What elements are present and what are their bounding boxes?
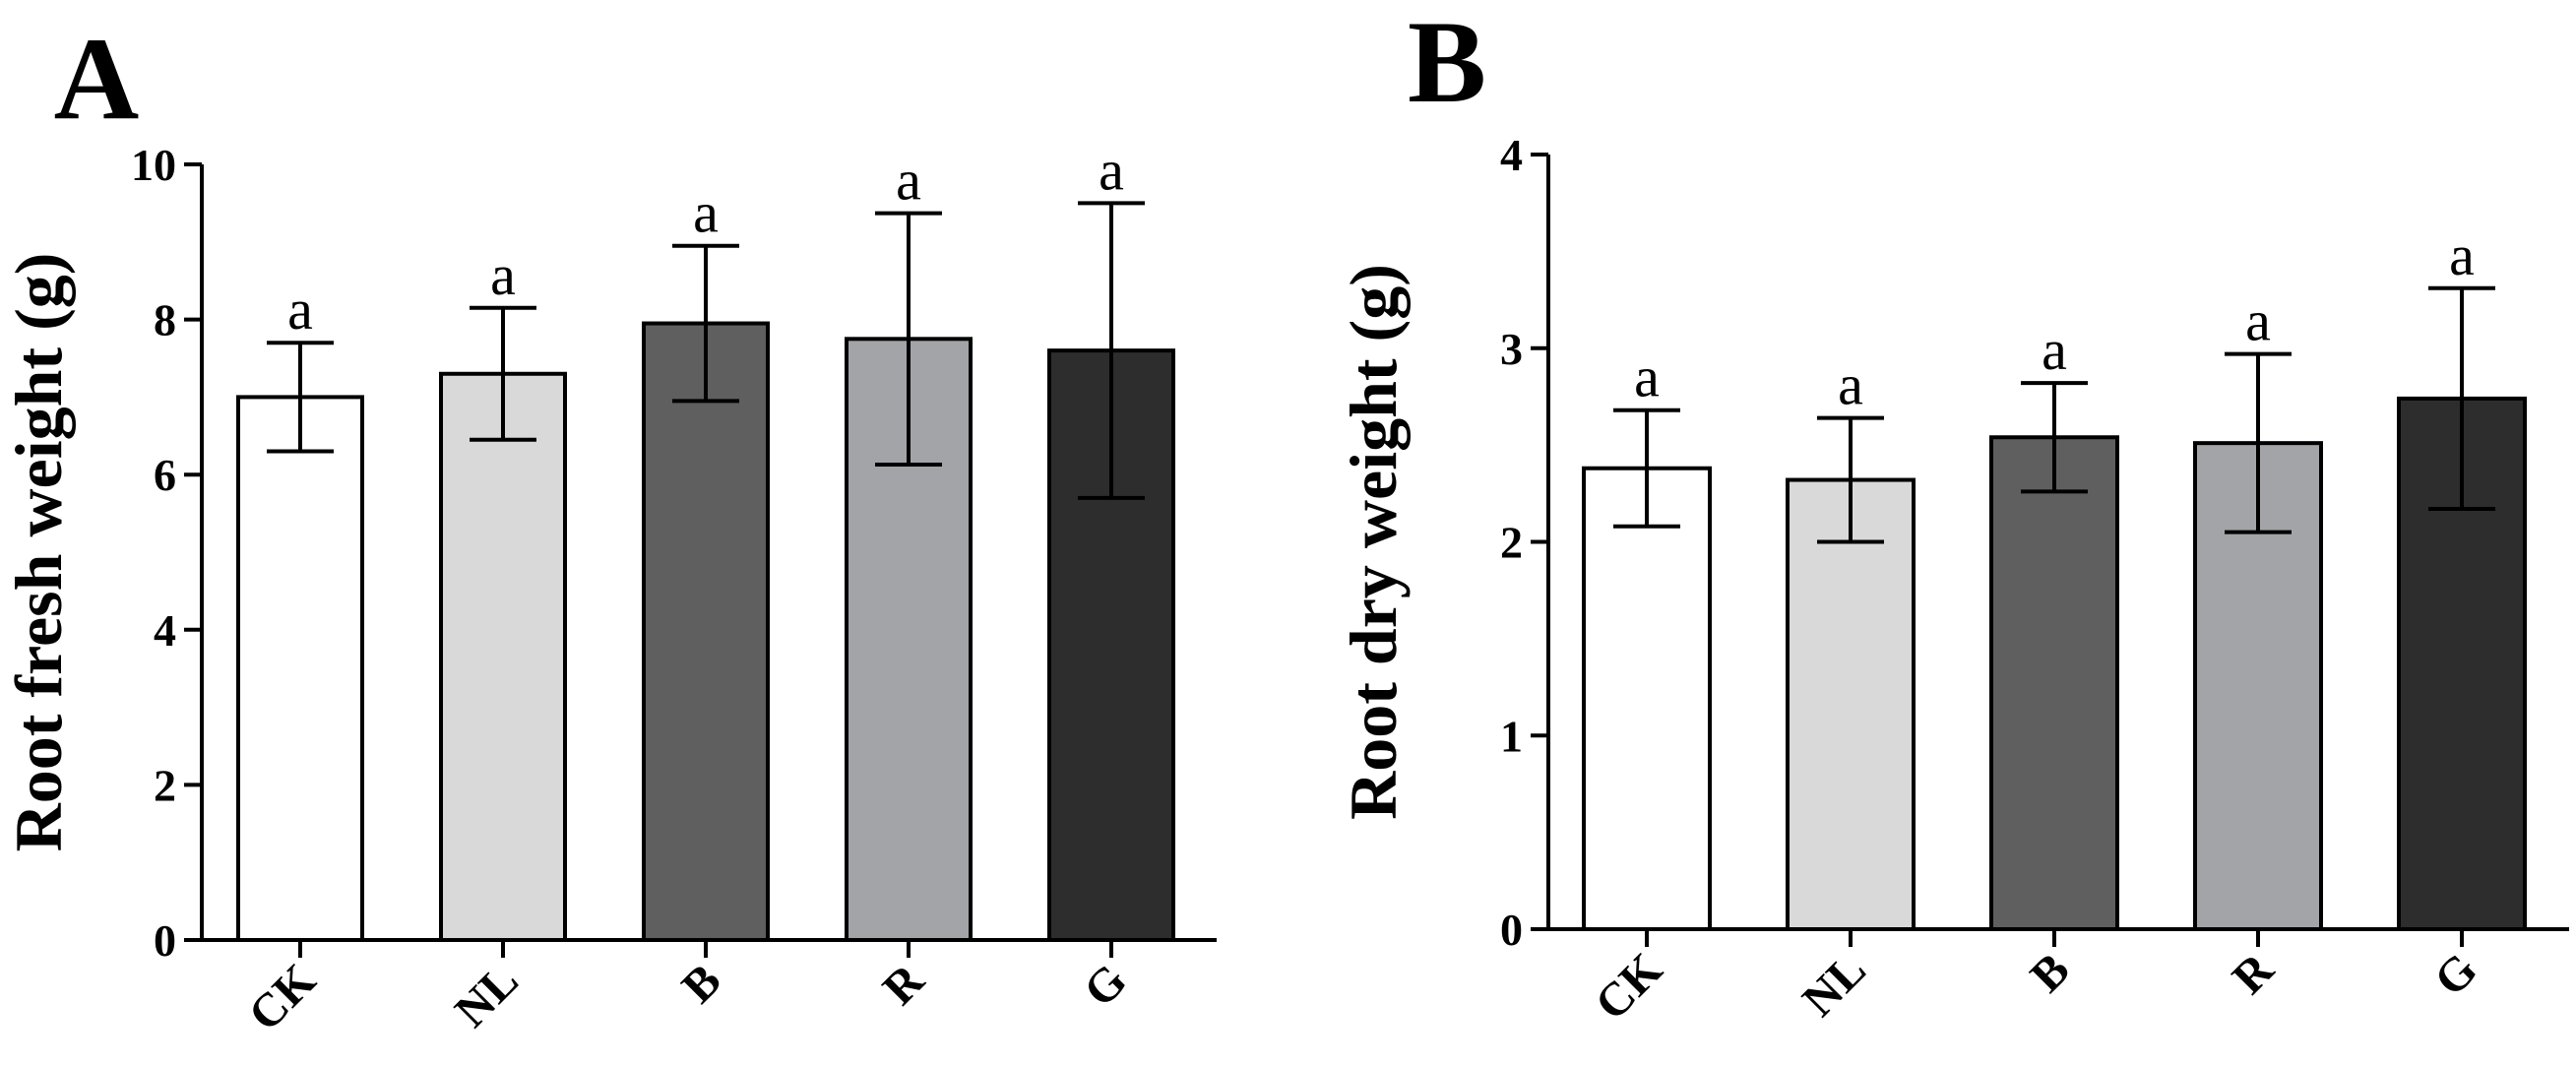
bar: [236, 395, 364, 942]
y-tick-label: 2: [1500, 518, 1523, 568]
x-tick-label: G: [1074, 954, 1137, 1017]
y-axis-label: Root dry weight (g): [1336, 264, 1411, 820]
x-tick-label: CK: [1585, 943, 1671, 1030]
significance-label: a: [2042, 318, 2067, 382]
bar: [439, 371, 567, 942]
y-tick-label: 1: [1500, 711, 1523, 761]
y-axis-label: Root fresh weight (g): [1, 253, 76, 852]
significance-label: a: [2449, 223, 2475, 287]
x-tick-label: G: [2424, 943, 2487, 1006]
y-tick-label: 2: [154, 760, 176, 810]
significance-label: a: [693, 181, 719, 245]
panel-label: A: [54, 13, 140, 144]
significance-label: a: [1838, 353, 1863, 417]
x-tick-label: CK: [238, 954, 325, 1040]
x-tick-label: NL: [445, 954, 529, 1037]
significance-label: a: [896, 149, 921, 213]
significance-label: a: [1634, 345, 1660, 409]
bar: [642, 321, 770, 943]
y-tick-label: 4: [154, 605, 176, 656]
x-tick-label: NL: [1792, 943, 1876, 1027]
significance-label: a: [2245, 289, 2271, 353]
bar: [1786, 477, 1916, 931]
x-tick-label: B: [2021, 943, 2080, 1002]
x-tick-label: R: [873, 953, 935, 1015]
y-tick-label: 10: [131, 140, 176, 190]
y-tick-label: 3: [1500, 324, 1523, 374]
panel-label: B: [1408, 0, 1486, 127]
y-tick-label: 8: [154, 295, 176, 345]
y-tick-label: 6: [154, 450, 176, 500]
significance-label: a: [287, 278, 313, 342]
significance-label: a: [490, 243, 516, 307]
y-tick-label: 0: [154, 915, 176, 966]
x-tick-label: B: [672, 954, 731, 1013]
x-tick-label: R: [2223, 942, 2285, 1004]
y-tick-label: 0: [1500, 905, 1523, 955]
bar: [1582, 466, 1712, 931]
bar: [1989, 435, 2119, 931]
significance-label: a: [1099, 138, 1124, 202]
y-tick-label: 4: [1500, 130, 1523, 180]
